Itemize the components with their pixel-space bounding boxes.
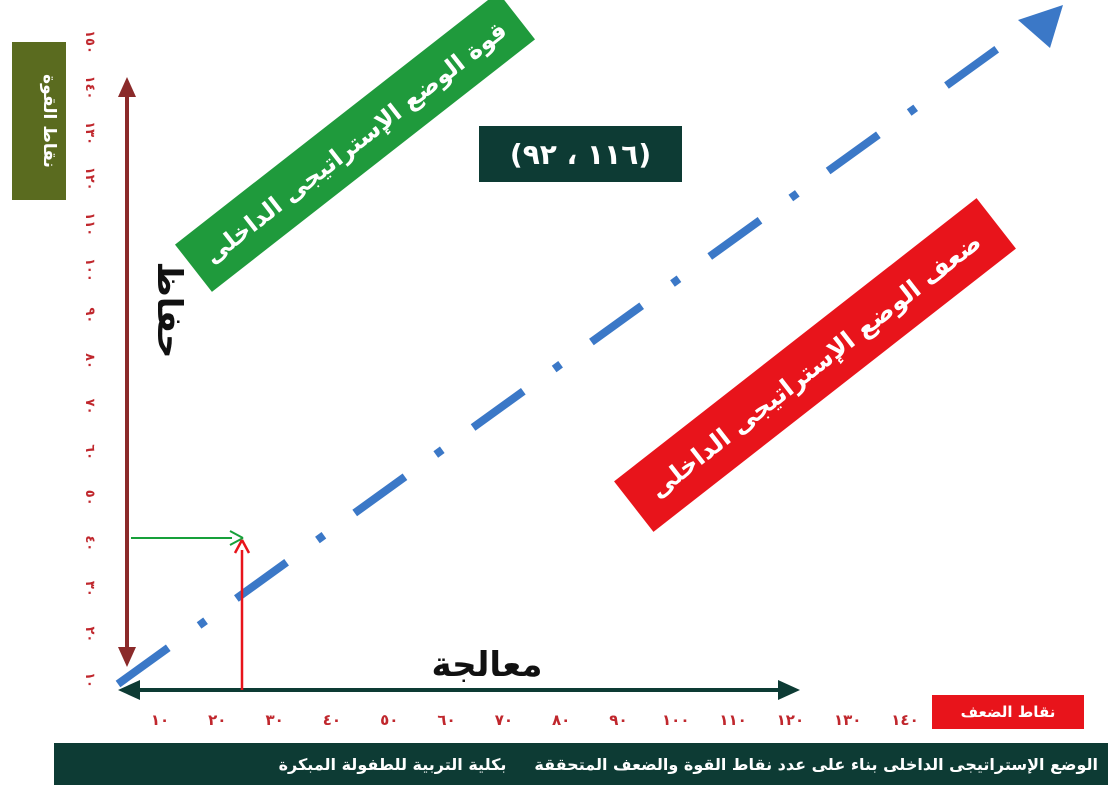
y-tick-label: ٨٠ <box>82 353 97 369</box>
x-tick-label: ٣٠ <box>265 711 283 729</box>
strength-zone-label: قوة الوضع الإستراتيجى الداخلى <box>199 16 512 269</box>
y-tick-label: ٦٠ <box>82 444 97 460</box>
y-tick-label: ١٤٠ <box>82 76 97 100</box>
horizontal-double-arrow <box>118 680 800 700</box>
y-tick-label: ١٢٠ <box>82 167 97 191</box>
x-axis-title: نقاط الضعف <box>932 695 1084 729</box>
x-tick-label: ٩٠ <box>609 711 627 729</box>
x-tick-label: ٤٠ <box>323 711 341 729</box>
x-tick-label: ١٠ <box>151 711 169 729</box>
weakness-zone-banner: ضعف الوضع الإستراتيجى الداخلى <box>614 198 1016 532</box>
x-tick-label: ٧٠ <box>495 711 513 729</box>
y-axis-title: نقاط القوة <box>12 42 66 200</box>
x-tick-label: ١٣٠ <box>834 711 861 729</box>
vertical-double-arrow <box>118 77 136 667</box>
coordinate-label-box: (١١٦ ، ٩٢) <box>479 126 682 182</box>
footer-caption-bar: الوضع الإستراتيجى الداخلى بناء على عدد ن… <box>54 743 1108 785</box>
footer-caption: الوضع الإستراتيجى الداخلى بناء على عدد ن… <box>534 754 1098 774</box>
y-tick-label: ١٥٠ <box>82 30 97 54</box>
x-tick-label: ٦٠ <box>437 711 455 729</box>
y-tick-label: ٩٠ <box>82 307 97 323</box>
y-tick-label: ٧٠ <box>82 399 97 415</box>
y-tick-label: ١١٠ <box>82 212 97 236</box>
y-tick-label: ١٣٠ <box>82 121 97 145</box>
x-axis-ticks: ١٠ ٢٠ ٣٠ ٤٠ ٥٠ ٦٠ ٧٠ ٨٠ ٩٠ ١٠٠ ١١٠ ١٢٠ ١٣٠ ١٤٠ <box>151 711 919 729</box>
y-axis-title-text: نقاط القوة <box>39 74 59 168</box>
diagonal-dashdot-line <box>115 5 1063 688</box>
horizontal-arrow-label: معالجة <box>432 645 543 685</box>
y-axis-ticks: ١٠ ٢٠ ٣٠ ٤٠ ٥٠ ٦٠ ٧٠ ٨٠ ٩٠ ١٠٠ ١١٠ ١٢٠ ١٣٠ ١٤٠ ١٥٠ <box>82 30 97 688</box>
x-tick-label: ١١٠ <box>719 711 746 729</box>
footer-org: بكلية التربية للطفولة المبكرة <box>278 754 507 774</box>
vertical-arrow-label: حفاظ <box>149 261 189 358</box>
green-position-arrow <box>131 530 244 546</box>
x-axis-title-text: نقاط الضعف <box>960 703 1056 721</box>
x-tick-label: ١٤٠ <box>891 711 918 729</box>
y-tick-label: ٥٠ <box>82 490 97 506</box>
y-tick-label: ١٠٠ <box>82 258 97 282</box>
red-position-arrow <box>233 539 251 690</box>
weakness-zone-label: ضعف الوضع الإستراتيجى الداخلى <box>644 227 988 505</box>
y-tick-label: ٤٠ <box>82 535 97 551</box>
x-tick-label: ١٠٠ <box>662 711 689 729</box>
y-tick-label: ٣٠ <box>82 581 97 597</box>
x-tick-label: ١٢٠ <box>777 711 804 729</box>
x-tick-label: ٨٠ <box>552 711 570 729</box>
x-tick-label: ٢٠ <box>208 711 226 729</box>
y-tick-label: ١٠ <box>82 672 97 688</box>
x-tick-label: ٥٠ <box>380 711 398 729</box>
coordinate-label: (١١٦ ، ٩٢) <box>509 137 652 171</box>
y-tick-label: ٢٠ <box>82 626 97 642</box>
